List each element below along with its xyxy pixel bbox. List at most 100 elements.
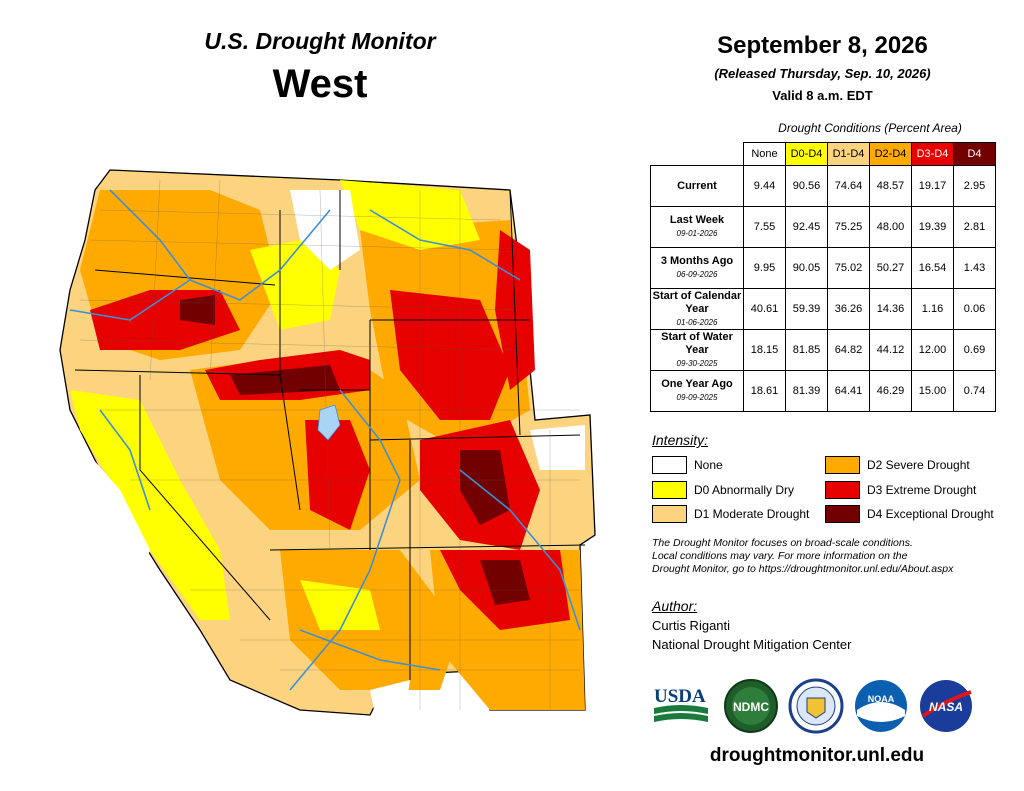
table-cell: 1.43 — [953, 247, 996, 289]
table-cell: 90.56 — [785, 165, 828, 207]
table-row: Current 9.44 90.56 74.64 48.57 19.17 2.9… — [650, 165, 996, 207]
author-organization: National Drought Mitigation Center — [652, 637, 852, 652]
usda-logo: USDA — [654, 686, 708, 722]
col-d3-d4: D3-D4 — [911, 142, 954, 166]
row-label: 3 Months Ago 06-09-2026 — [650, 247, 744, 289]
svg-text:NOAA: NOAA — [868, 694, 895, 704]
table-cell: 44.12 — [869, 329, 912, 371]
valid-time: Valid 8 a.m. EDT — [772, 88, 873, 103]
table-cell: 16.54 — [911, 247, 954, 289]
col-d0-d4: D0-D4 — [785, 142, 828, 166]
conditions-caption: Drought Conditions (Percent Area) — [778, 121, 962, 135]
table-cell: 18.61 — [743, 370, 786, 412]
table-corner — [651, 143, 744, 166]
drought-map — [59, 169, 596, 716]
table-cell: 15.00 — [911, 370, 954, 412]
d4-zone-oregon — [180, 295, 215, 325]
legend-none: None — [652, 456, 723, 474]
table-cell: 74.64 — [827, 165, 870, 207]
table-cell: 19.39 — [911, 206, 954, 248]
commerce-seal-logo — [788, 678, 844, 734]
table-cell: 18.15 — [743, 329, 786, 371]
row-label: One Year Ago 09-09-2025 — [650, 370, 744, 412]
d3-zone-utah — [305, 420, 370, 530]
table-cell: 7.55 — [743, 206, 786, 248]
svg-text:NDMC: NDMC — [733, 700, 769, 714]
col-none: None — [743, 142, 786, 166]
table-row: Last Week 09-01-2026 7.55 92.45 75.25 48.… — [650, 206, 996, 248]
table-cell: 92.45 — [785, 206, 828, 248]
county-lines — [79, 179, 580, 710]
table-cell: 64.82 — [827, 329, 870, 371]
legend-d4: D4 Exceptional Drought — [825, 505, 994, 523]
table-cell: 0.06 — [953, 288, 996, 330]
d4-zone-idaho — [230, 365, 340, 395]
map-region-title: West — [272, 62, 368, 106]
author-title: Author: — [652, 598, 698, 614]
legend-swatch — [652, 481, 687, 499]
legend-d1: D1 Moderate Drought — [652, 505, 809, 523]
table-cell: 2.95 — [953, 165, 996, 207]
table-cell: 12.00 — [911, 329, 954, 371]
none-zone-california-coast — [85, 450, 150, 580]
drought-conditions-table: None D0-D4 D1-D4 D2-D4 D3-D4 D4 Current … — [650, 142, 996, 412]
release-date: (Released Thursday, Sep. 10, 2026) — [714, 66, 931, 81]
table-cell: 59.39 — [785, 288, 828, 330]
table-cell: 2.81 — [953, 206, 996, 248]
legend-d3: D3 Extreme Drought — [825, 481, 976, 499]
legend-swatch — [652, 456, 687, 474]
table-row: Start of Water Year 09-30-2025 18.15 81.8… — [650, 329, 996, 371]
d0-zone-california — [70, 390, 230, 620]
legend-swatch — [652, 505, 687, 523]
legend-swatch — [825, 505, 860, 523]
state-boundaries — [74, 189, 586, 680]
table-cell: 9.95 — [743, 247, 786, 289]
noaa-logo: NOAA — [855, 680, 907, 732]
col-d2-d4: D2-D4 — [869, 142, 912, 166]
table-cell: 19.17 — [911, 165, 954, 207]
table-cell: 81.39 — [785, 370, 828, 412]
ndmc-logo: NDMC — [724, 679, 778, 733]
row-label: Current — [650, 165, 744, 207]
row-label: Start of Water Year 09-30-2025 — [650, 329, 744, 371]
intensity-title: Intensity: — [652, 432, 709, 448]
table-cell: 0.69 — [953, 329, 996, 371]
row-label: Start of Calendar Year 01-06-2026 — [650, 288, 744, 330]
rivers — [69, 189, 581, 691]
row-label: Last Week 09-01-2026 — [650, 206, 744, 248]
table-cell: 81.85 — [785, 329, 828, 371]
website-url[interactable]: droughtmonitor.unl.edu — [709, 745, 925, 766]
table-cell: 50.27 — [869, 247, 912, 289]
table-cell: 75.25 — [827, 206, 870, 248]
great-salt-lake — [317, 404, 341, 441]
map-date: September 8, 2026 — [717, 32, 928, 59]
d0-zone-montana — [340, 180, 480, 250]
none-zone-idaho — [290, 190, 360, 270]
table-cell: 64.41 — [827, 370, 870, 412]
table-cell: 9.44 — [743, 165, 786, 207]
map-title: U.S. Drought Monitor — [204, 28, 436, 54]
table-cell: 14.36 — [869, 288, 912, 330]
table-header-row: None D0-D4 D1-D4 D2-D4 D3-D4 D4 — [651, 142, 996, 166]
table-row: Start of Calendar Year 01-06-2026 40.61 5… — [650, 288, 996, 330]
disclaimer-note: The Drought Monitor focuses on broad-sca… — [652, 537, 954, 575]
svg-text:USDA: USDA — [654, 686, 706, 707]
nasa-logo: NASA — [920, 680, 972, 732]
partner-logos: USDA NDMC NOAA NASA — [652, 678, 982, 734]
table-cell: 40.61 — [743, 288, 786, 330]
table-cell: 48.57 — [869, 165, 912, 207]
svg-text:NASA: NASA — [929, 700, 963, 714]
d4-zone-new-mexico — [480, 560, 530, 605]
legend-d2: D2 Severe Drought — [825, 456, 970, 474]
col-d4: D4 — [953, 142, 996, 166]
d0-zone-arizona — [300, 580, 380, 630]
d4-zone-colorado — [460, 450, 510, 525]
author-name: Curtis Riganti — [652, 618, 731, 633]
table-row: 3 Months Ago 06-09-2026 9.95 90.05 75.02 … — [650, 247, 996, 289]
legend-swatch — [825, 456, 860, 474]
legend-swatch — [825, 481, 860, 499]
table-row: One Year Ago 09-09-2025 18.61 81.39 64.41… — [650, 370, 996, 412]
col-d1-d4: D1-D4 — [827, 142, 870, 166]
none-zone-arizona — [370, 680, 410, 715]
table-cell: 48.00 — [869, 206, 912, 248]
